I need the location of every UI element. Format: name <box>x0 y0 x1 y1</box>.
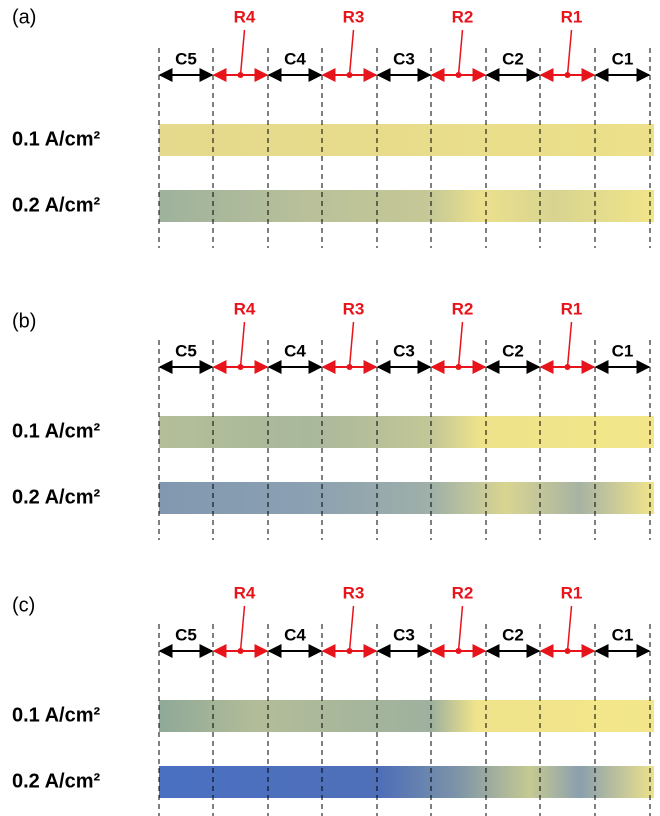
leader-dot <box>456 72 462 78</box>
region-label: R1 <box>561 299 583 318</box>
region-label: R2 <box>452 583 474 602</box>
sample-strip <box>159 416 654 448</box>
label-leader <box>241 30 245 75</box>
region-label: C3 <box>393 625 415 644</box>
region-label: R2 <box>452 299 474 318</box>
label-leader <box>350 322 354 367</box>
sample-strip <box>159 766 654 798</box>
region-label: R3 <box>343 299 365 318</box>
label-leader <box>350 606 354 651</box>
label-leader <box>568 30 572 75</box>
region-label: R4 <box>234 299 256 318</box>
region-label: C1 <box>612 625 634 644</box>
region-label: C4 <box>284 49 306 68</box>
region-label: R1 <box>561 7 583 26</box>
region-label: C4 <box>284 341 306 360</box>
region-label: R4 <box>234 7 256 26</box>
region-label: C3 <box>393 341 415 360</box>
region-label: C4 <box>284 625 306 644</box>
leader-dot <box>238 72 244 78</box>
label-leader <box>568 606 572 651</box>
row-label: 0.2 A/cm² <box>12 486 101 508</box>
region-label: C2 <box>502 49 524 68</box>
label-leader <box>350 30 354 75</box>
region-label: C5 <box>175 625 197 644</box>
row-label: 0.1 A/cm² <box>12 420 101 442</box>
sample-strip <box>159 190 654 222</box>
label-leader <box>241 322 245 367</box>
leader-dot <box>565 364 571 370</box>
region-label: C5 <box>175 49 197 68</box>
panel-label: (b) <box>12 310 36 332</box>
leader-dot <box>238 648 244 654</box>
sample-strip <box>159 700 654 732</box>
panel-label: (a) <box>12 6 36 28</box>
region-label: R3 <box>343 7 365 26</box>
panel-label: (c) <box>12 594 35 616</box>
sample-strip <box>159 482 654 514</box>
leader-dot <box>565 648 571 654</box>
region-label: C5 <box>175 341 197 360</box>
region-label: C3 <box>393 49 415 68</box>
row-label: 0.2 A/cm² <box>12 770 101 792</box>
figure: (a) 0.1 A/cm² 0.2 A/cm² C5 R4 C4 R3 C3 R2 C2 R1 C1 (… <box>0 0 660 816</box>
region-label: C2 <box>502 341 524 360</box>
region-label: R3 <box>343 583 365 602</box>
leader-dot <box>347 648 353 654</box>
leader-dot <box>347 72 353 78</box>
label-leader <box>459 322 463 367</box>
leader-dot <box>456 648 462 654</box>
row-label: 0.1 A/cm² <box>12 128 101 150</box>
label-leader <box>568 322 572 367</box>
region-label: R1 <box>561 583 583 602</box>
leader-dot <box>238 364 244 370</box>
region-label: C1 <box>612 341 634 360</box>
label-leader <box>459 606 463 651</box>
label-leader <box>241 606 245 651</box>
region-label: R4 <box>234 583 256 602</box>
row-label: 0.1 A/cm² <box>12 704 101 726</box>
label-leader <box>459 30 463 75</box>
region-label: R2 <box>452 7 474 26</box>
leader-dot <box>347 364 353 370</box>
sample-strip <box>159 124 654 156</box>
leader-dot <box>565 72 571 78</box>
region-label: C2 <box>502 625 524 644</box>
leader-dot <box>456 364 462 370</box>
row-label: 0.2 A/cm² <box>12 194 101 216</box>
region-label: C1 <box>612 49 634 68</box>
